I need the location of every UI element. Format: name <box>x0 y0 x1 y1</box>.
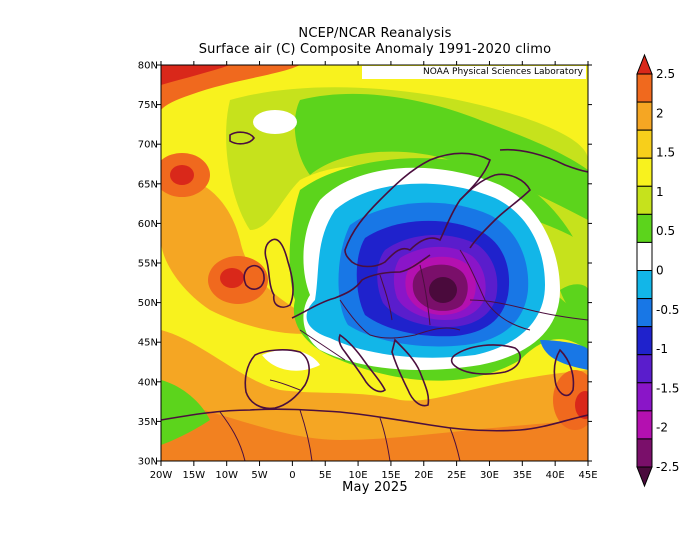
lon-tick-label: 20E <box>414 470 433 481</box>
colorbar-label: -1 <box>656 342 668 356</box>
colorbar-label: -2.5 <box>656 460 679 474</box>
colorbar-swatch <box>636 185 653 215</box>
lat-tick-label: 55N <box>138 259 158 270</box>
lon-tick-label: 0 <box>289 470 295 481</box>
lat-tick-label: 35N <box>138 417 158 428</box>
colorbar-swatch <box>636 157 653 187</box>
map-title: NCEP/NCAR Reanalysis <box>298 26 452 41</box>
colorbar-swatch <box>636 101 653 131</box>
lon-tick-label: 5E <box>319 470 332 481</box>
colorbar-label: 1 <box>656 185 664 199</box>
colorbar-label: 2.5 <box>656 67 675 81</box>
colorbar-label: 1.5 <box>656 146 675 160</box>
colorbar-label: -1.5 <box>656 381 679 395</box>
anomaly-field <box>161 65 588 461</box>
colorbar-label: -2 <box>656 421 668 435</box>
lon-tick-label: 15W <box>183 470 206 481</box>
lat-tick-label: 75N <box>138 100 158 111</box>
lon-tick-label: 30E <box>480 470 499 481</box>
coastlines <box>161 131 588 432</box>
lon-tick-label: 10E <box>349 470 368 481</box>
latitude-axis: 30N 35N 40N 45N 50N 55N 60N 65N 70N 75N 80N <box>138 61 592 468</box>
lon-tick-label: 25E <box>447 470 466 481</box>
lon-tick-label: 35E <box>513 470 532 481</box>
colorbar-bottom-arrow <box>636 466 653 488</box>
colorbar-swatch <box>636 213 653 243</box>
colorbar-swatch <box>636 298 653 328</box>
lon-tick-label: 5W <box>251 470 267 481</box>
country-borders <box>219 249 588 461</box>
colorbar-label: -0.5 <box>656 303 679 317</box>
lat-tick-label: 45N <box>138 338 158 349</box>
lat-tick-label: 40N <box>138 377 158 388</box>
lon-tick-label: 40E <box>546 470 565 481</box>
lat-tick-label: 60N <box>138 219 158 230</box>
longitude-axis: 20W 15W 10W 5W 0 5E 10E 15E 20E 25E 30E 35E 40E 45E <box>150 61 598 481</box>
colorbar-top-arrow <box>636 53 653 75</box>
lat-tick-label: 50N <box>138 298 158 309</box>
colorbar: 2.5 2 1.5 1 0.5 0 -0.5 -1 -1.5 -2 -2.5 <box>636 53 679 488</box>
colorbar-swatch <box>636 354 653 384</box>
lon-tick-label: 10W <box>215 470 238 481</box>
colorbar-swatch <box>636 382 653 412</box>
colorbar-swatch <box>636 241 653 272</box>
lon-tick-label: 20W <box>150 470 173 481</box>
colorbar-swatch <box>636 438 653 468</box>
lon-tick-label: 15E <box>381 470 400 481</box>
colorbar-swatch <box>636 129 653 159</box>
credit-label: NOAA Physical Sciences Laboratory <box>362 66 586 79</box>
colorbar-label: 0 <box>656 264 664 278</box>
colorbar-label: 0.5 <box>656 224 675 238</box>
x-axis-label: May 2025 <box>342 480 408 495</box>
lat-tick-label: 80N <box>138 61 158 72</box>
colorbar-swatch <box>636 410 653 440</box>
colorbar-swatch <box>636 270 653 300</box>
colorbar-label: 2 <box>656 106 664 120</box>
colorbar-swatch <box>636 326 653 356</box>
lat-tick-label: 65N <box>138 179 158 190</box>
map-subtitle: Surface air (C) Composite Anomaly 1991-2… <box>198 42 552 57</box>
lat-tick-label: 30N <box>138 457 158 468</box>
colorbar-swatch <box>636 73 653 103</box>
lat-tick-label: 70N <box>138 140 158 151</box>
lon-tick-label: 45E <box>578 470 597 481</box>
